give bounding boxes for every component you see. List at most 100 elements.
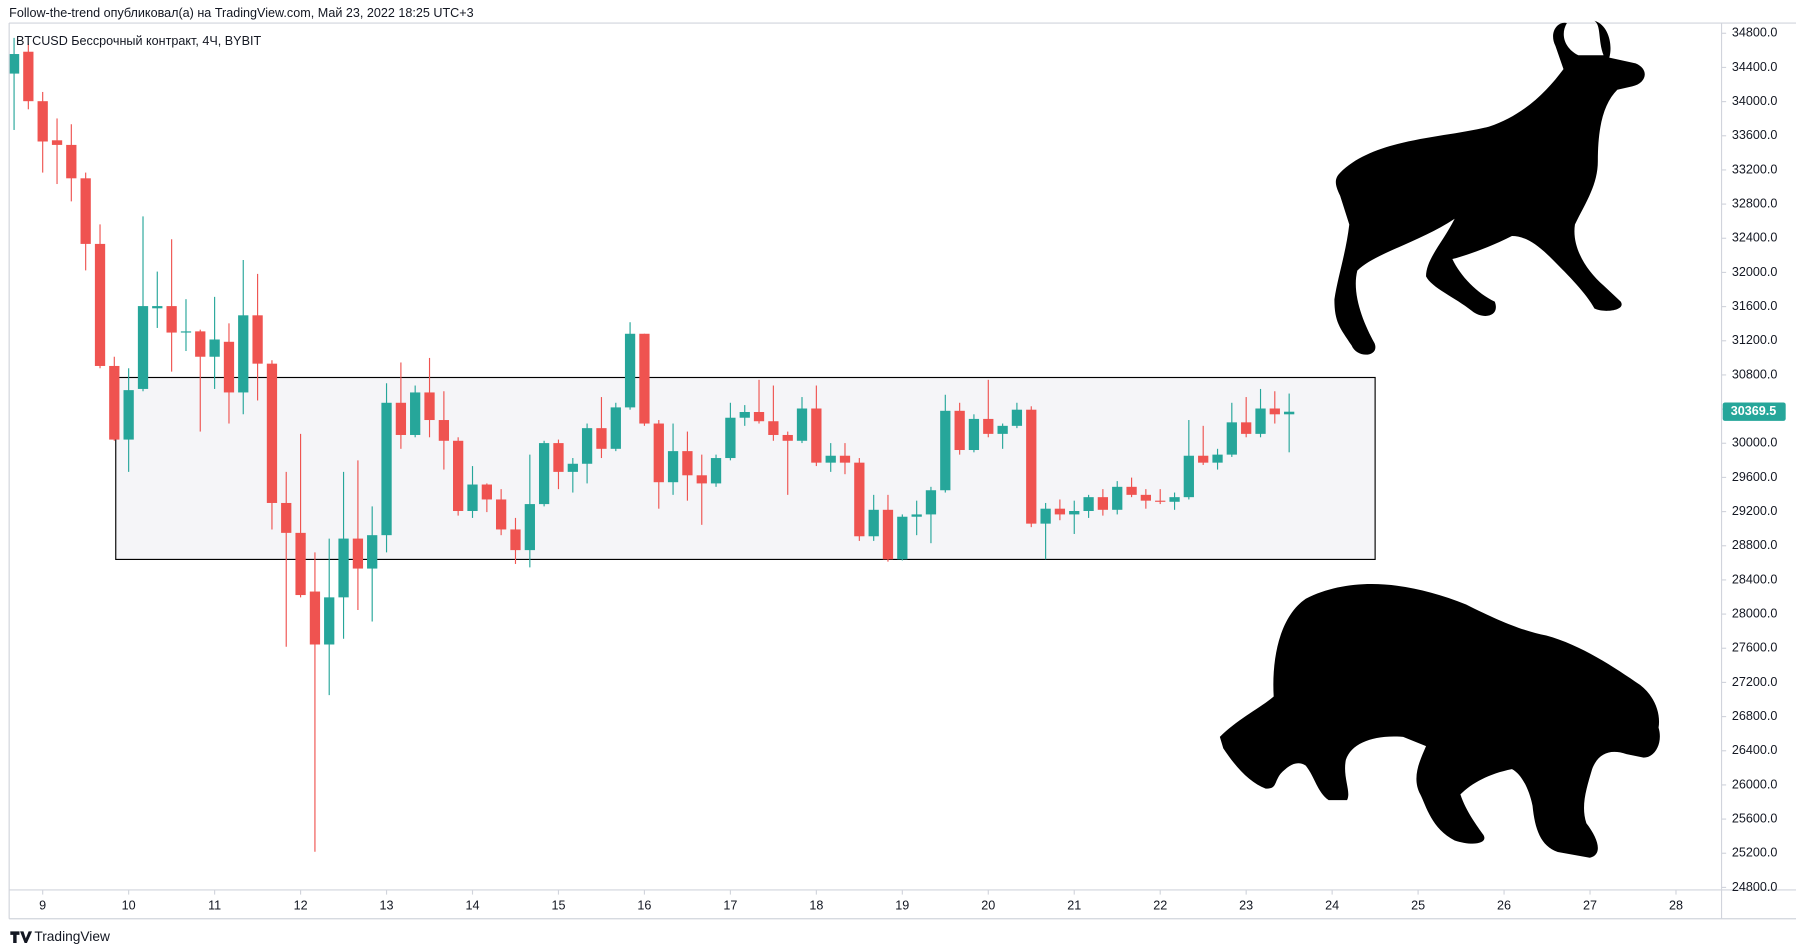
candle [1169,492,1180,510]
candle-body [438,420,450,441]
x-tick-label: 14 [465,898,479,912]
candle-body [1198,455,1209,463]
candle-body [410,392,421,435]
publish-header: Follow-the-trend опубликовал(а) на Tradi… [9,6,473,20]
candle [80,172,91,271]
y-tick-label: 26400.0 [1732,743,1778,757]
candle-body [510,529,521,551]
candle-body [825,455,836,463]
y-tick-label: 31600.0 [1732,299,1778,313]
candle [581,423,593,484]
x-tick-label: 12 [294,898,308,912]
candle-body [1083,497,1094,511]
candle-body [309,591,321,645]
candle [639,333,650,426]
x-tick-label: 15 [551,898,565,912]
candle-body [610,407,621,449]
bear-silhouette [1219,584,1660,858]
y-tick-label: 28800.0 [1732,538,1778,552]
candle-body [553,443,564,472]
candle-body [696,475,707,484]
candle-body [180,331,192,333]
x-tick-label: 23 [1239,898,1253,912]
candle-body [882,509,894,560]
y-tick-label: 34800.0 [1732,26,1778,40]
candle-body [954,410,965,451]
y-tick-label: 29600.0 [1732,470,1778,484]
candle-body [796,408,808,441]
candle-body [581,428,593,464]
candle [1198,425,1209,465]
candle-body [137,306,149,389]
candle-body [524,504,535,551]
y-tick-label: 24800.0 [1732,880,1778,894]
candle [811,385,822,467]
y-tick-label: 29200.0 [1732,504,1778,518]
candle [180,299,192,352]
candle [137,216,149,392]
candle-body [94,243,106,366]
candle [1040,502,1051,560]
candle [51,118,63,185]
y-tick-label: 28400.0 [1732,572,1778,586]
candle [868,494,879,541]
candle [94,224,106,369]
candle [567,458,578,493]
candle [1241,397,1252,438]
candle-body [367,535,378,569]
candle-body [252,315,263,364]
candle-body [854,462,865,537]
candle [424,357,435,438]
candle [209,296,220,389]
candle-body [209,339,220,357]
candle-body [1011,409,1023,426]
range-box [115,376,1376,561]
candle [825,443,836,472]
candle [968,414,980,453]
candle [1269,391,1280,424]
candle [1097,489,1109,516]
candle-body [295,532,306,596]
candle-body [66,144,77,179]
candle [37,91,48,173]
candle [166,239,177,372]
candle [66,124,77,202]
candle-body [424,392,435,421]
logo-mark [10,931,33,943]
candle-body [911,514,922,517]
candle-body [710,458,722,484]
candle-body [567,463,578,472]
candle-body [1212,454,1223,463]
brand-name: TradingView [34,929,110,944]
bull-silhouette [1334,20,1645,355]
candle [682,431,693,501]
candle [882,494,894,562]
candle-body [1169,497,1180,502]
candle-body [281,502,292,533]
candle-body [925,490,937,515]
candle [839,443,851,475]
candle [495,489,507,536]
candle [410,385,421,438]
x-tick-label: 11 [208,898,221,912]
candle [854,458,865,541]
candle-body [109,365,120,440]
y-tick-label: 26000.0 [1732,777,1778,791]
candle [338,471,349,639]
candle [739,405,750,426]
candle-body [123,390,134,440]
candle-body [481,484,492,500]
candle-body [667,451,679,483]
candle [381,383,392,553]
y-tick-label: 33200.0 [1732,162,1778,176]
candle [925,486,937,544]
y-tick-label: 27200.0 [1732,675,1778,689]
candle [1140,489,1151,509]
candle [524,454,535,568]
candle-body [453,440,464,511]
candle-body [223,341,235,393]
y-tick-label: 32800.0 [1732,196,1778,210]
candle [1255,388,1266,438]
